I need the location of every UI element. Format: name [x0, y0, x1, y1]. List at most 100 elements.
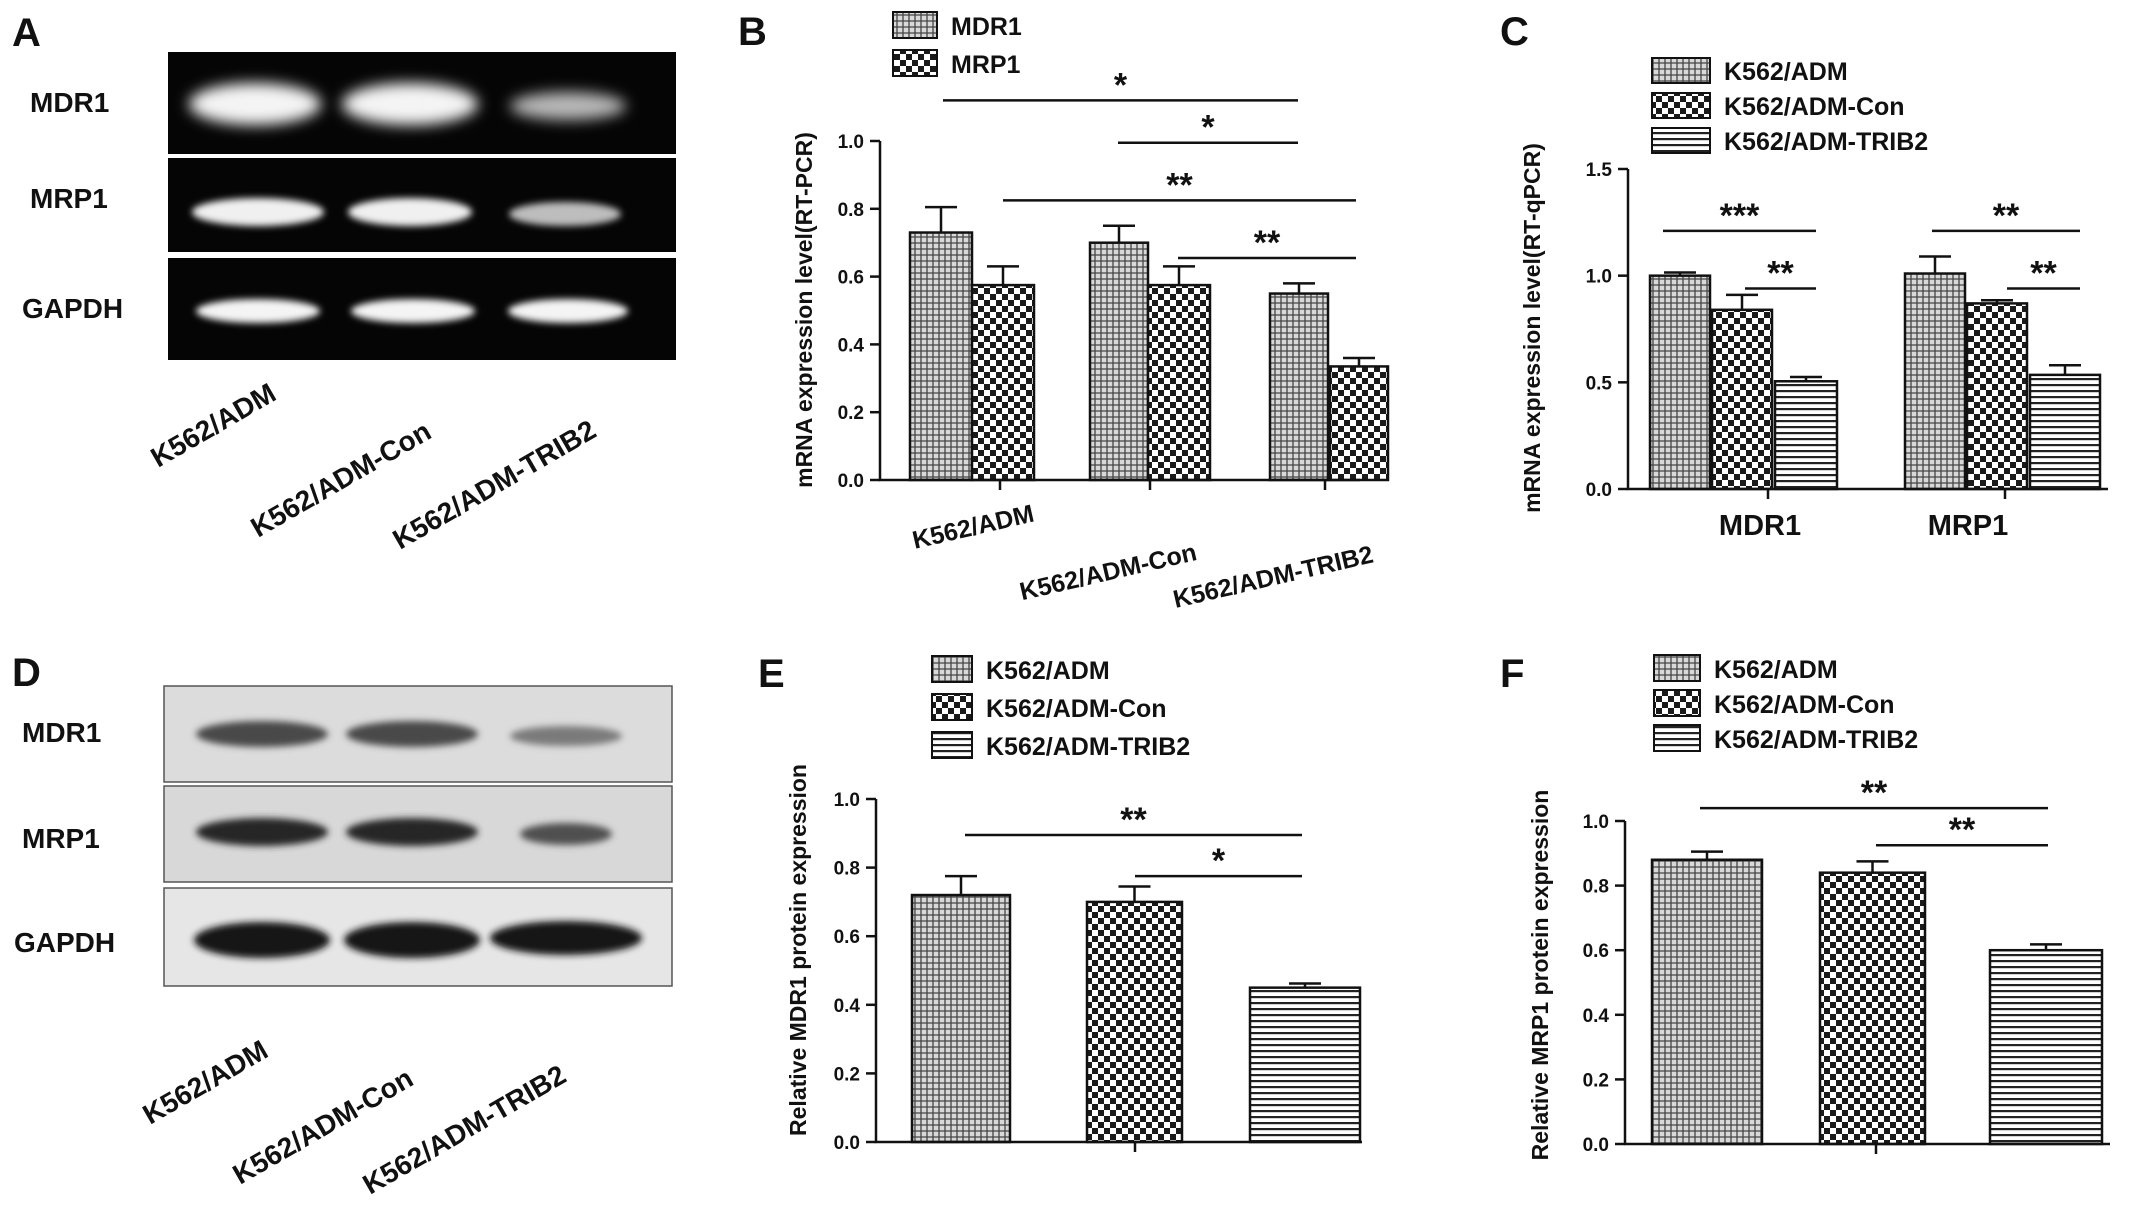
chart-panel-f: F 0.0 0.2 0.4 0.6 0.8 1.0 Relative MRP1 protein… — [1500, 652, 2110, 1160]
legend-entry-2: K562/ADM-TRIB2 — [986, 733, 1190, 761]
y-tick-label-2: 0.4 — [1583, 1006, 1610, 1027]
chart-panel-c: C 0.0 0.5 1.0 1.5 mRNA expression level(RT-qP… — [1500, 10, 2108, 542]
significance-label-1: ** — [1949, 811, 1976, 849]
y-axis-label: Relative MDR1 protein expression — [785, 764, 811, 1136]
legend-entry-2: K562/ADM-TRIB2 — [1724, 128, 1928, 156]
y-tick-label-2: 1.0 — [1586, 267, 1612, 288]
panel-b-label: B — [738, 10, 767, 54]
legend-swatch-2 — [1651, 127, 1711, 154]
bar-mrp1-0 — [970, 283, 1036, 482]
blot-d-lane-label-1: K562/ADM — [138, 1034, 273, 1130]
y-axis-label: Relative MRP1 protein expression — [1527, 790, 1553, 1161]
legend-entry-1: K562/ADM-Con — [1714, 691, 1895, 719]
legend-entry-0: K562/ADM — [986, 657, 1110, 685]
y-tick-label-4: 0.8 — [838, 200, 864, 221]
panel-d: D MDR1 MRP1 GAPDH K562/ADM K562/ADM-Con … — [12, 651, 673, 1200]
legend-swatch-1 — [1653, 689, 1701, 717]
error-bar-2 — [2030, 943, 2062, 951]
legend-entry-1: K562/ADM-Con — [986, 695, 1167, 723]
error-bar-0 — [945, 874, 977, 896]
legend-entry-1: K562/ADM-Con — [1724, 93, 1905, 121]
error-bar-2 — [1790, 375, 1822, 382]
bar-k562/adm-0 — [1648, 274, 1712, 491]
y-tick-label-0: 0.0 — [834, 1133, 860, 1154]
error-bar-4 — [1283, 282, 1315, 294]
blot-d-gapdh-strip — [163, 887, 673, 987]
bar-k562/adm-trib2-2 — [1248, 986, 1362, 1144]
significance-label-0: *** — [1720, 197, 1760, 235]
y-tick-label-3: 0.6 — [1583, 941, 1609, 962]
bar-k562/adm-con-1 — [1085, 900, 1184, 1144]
legend-swatch-0 — [1651, 57, 1711, 84]
bar-k562/adm-0 — [910, 893, 1012, 1144]
panel-a: A MDR1 MRP1 GAPDH K562/ADM K562/ADM-Con … — [12, 11, 676, 555]
y-tick-label-0: 0.0 — [838, 471, 864, 492]
error-bar-2 — [1289, 982, 1321, 988]
significance-label-3: ** — [1254, 224, 1281, 262]
legend-swatch-1 — [931, 693, 973, 721]
legend-swatch-0 — [892, 11, 938, 39]
y-tick-label-1: 0.2 — [834, 1064, 860, 1085]
error-bar-0 — [925, 205, 957, 233]
y-tick-label-0: 0.0 — [1583, 1135, 1609, 1156]
y-tick-label-1: 0.2 — [838, 403, 864, 424]
blot-d-row-label-gapdh: GAPDH — [14, 927, 115, 958]
y-tick-label-2: 0.4 — [838, 335, 865, 356]
legend-swatch-0 — [931, 655, 973, 683]
y-tick-label-5: 1.0 — [838, 132, 864, 153]
error-bar-0 — [1664, 271, 1696, 276]
y-tick-label-2: 0.4 — [834, 996, 861, 1017]
significance-label-1: * — [1201, 109, 1215, 147]
blot-d-mrp1-strip — [163, 785, 673, 883]
gel-a-row-label-mrp1: MRP1 — [30, 183, 108, 214]
significance-label-2: ** — [1166, 166, 1193, 204]
error-bar-5 — [1343, 356, 1375, 367]
legend-swatch-2 — [931, 731, 973, 759]
chart-panel-b: B 0.0 0.2 0.4 0.6 0.8 1.0 mRNA expression level… — [738, 10, 1390, 614]
y-tick-label-3: 1.5 — [1586, 160, 1613, 181]
error-bar-0 — [1691, 850, 1723, 860]
bar-k562/adm-con-0 — [1710, 308, 1774, 491]
panel-d-label: D — [12, 651, 41, 695]
significance-label-0: * — [1114, 66, 1128, 104]
error-bar-1 — [1118, 885, 1151, 902]
significance-label-3: ** — [2030, 254, 2057, 292]
error-bar-2 — [1103, 224, 1135, 243]
bar-mdr1-0 — [908, 231, 974, 482]
legend-entry-0: K562/ADM — [1714, 656, 1838, 684]
panel-e-label: E — [758, 652, 785, 696]
category-label-0: K562/ADM — [910, 500, 1037, 555]
legend-swatch-0 — [1653, 654, 1701, 682]
error-bar-1 — [1856, 860, 1889, 873]
gel-a-mrp1-strip — [168, 158, 676, 252]
significance-label-2: ** — [1993, 197, 2020, 235]
blot-d-row-label-mdr1: MDR1 — [22, 717, 101, 748]
category-label-1: MRP1 — [1928, 510, 2009, 542]
legend-entry-2: K562/ADM-TRIB2 — [1714, 726, 1918, 754]
legend-swatch-1 — [892, 49, 938, 77]
bar-mdr1-2 — [1268, 292, 1330, 482]
y-tick-label-1: 0.5 — [1586, 373, 1613, 394]
bar-k562/adm-con-1 — [1965, 302, 2029, 491]
y-tick-label-3: 0.6 — [834, 927, 860, 948]
gel-a-mdr1-strip — [168, 52, 676, 154]
chart-panel-e: E 0.0 0.2 0.4 0.6 0.8 1.0 Relative MDR1 protein… — [758, 652, 1362, 1154]
blot-d-row-label-mrp1: MRP1 — [22, 823, 100, 854]
y-tick-label-5: 1.0 — [834, 790, 860, 811]
bar-k562/adm-0 — [1650, 858, 1764, 1146]
significance-label-0: ** — [1861, 774, 1888, 812]
bar-k562/adm-con-1 — [1818, 871, 1927, 1146]
y-tick-label-3: 0.6 — [838, 268, 864, 289]
y-tick-label-4: 0.8 — [1583, 877, 1609, 898]
legend-swatch-2 — [1653, 724, 1701, 752]
category-label-0: MDR1 — [1719, 510, 1801, 542]
significance-label-1: * — [1212, 842, 1226, 880]
bar-k562/adm-trib2-1 — [2028, 373, 2102, 491]
legend-entry-0: K562/ADM — [1724, 58, 1848, 86]
y-tick-label-4: 0.8 — [834, 859, 860, 880]
bar-k562/adm-trib2-0 — [1773, 380, 1839, 491]
panel-f-label: F — [1500, 652, 1524, 696]
error-bar-1 — [987, 265, 1019, 286]
error-bar-1 — [1726, 293, 1758, 310]
